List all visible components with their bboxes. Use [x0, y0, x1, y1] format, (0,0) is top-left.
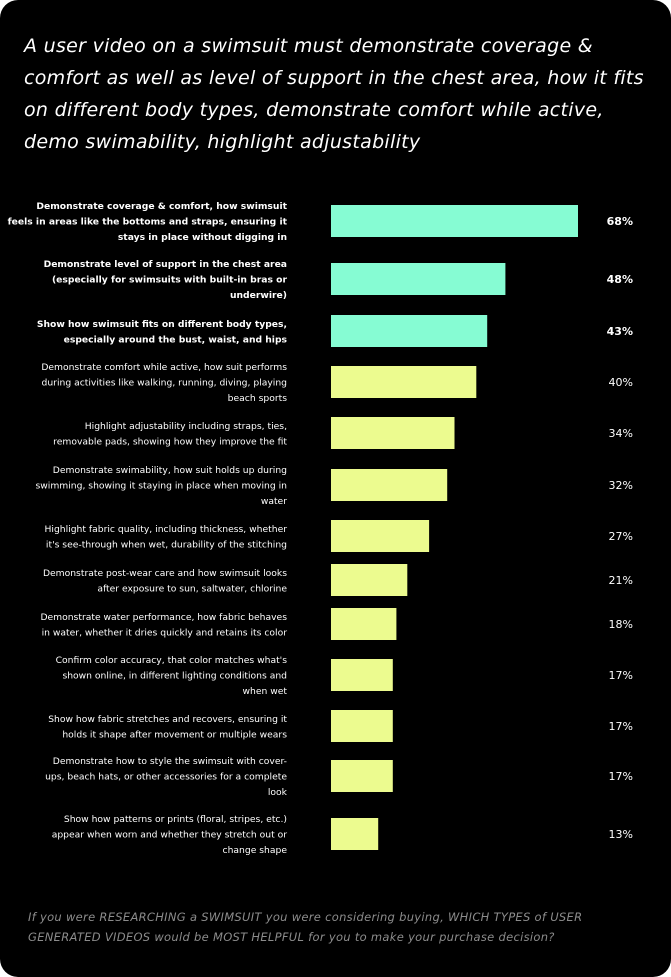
category-label-line: Highlight fabric quality, including thic…	[44, 524, 287, 535]
bar-row: Show how swimsuit fits on different body…	[37, 315, 633, 347]
bar-row: Demonstrate comfort while active, how su…	[41, 362, 633, 404]
category-label-line: stays in place without digging in	[118, 232, 287, 243]
bar	[331, 205, 578, 237]
value-label: 27%	[609, 530, 633, 543]
bar-row: Demonstrate post-wear care and how swims…	[43, 564, 633, 596]
bar-row: Demonstrate water performance, how fabri…	[40, 608, 633, 640]
bar	[331, 659, 393, 691]
category-label-line: holds it shape after movement or multipl…	[62, 729, 287, 740]
bar	[331, 564, 408, 596]
category-label-line: shown online, in different lighting cond…	[62, 671, 287, 682]
bar	[331, 760, 393, 792]
category-label: Show how fabric stretches and recovers, …	[48, 714, 287, 741]
category-label-line: Demonstrate post-wear care and how swims…	[43, 568, 287, 579]
category-label: Demonstrate post-wear care and how swims…	[43, 568, 287, 595]
category-label: Demonstrate coverage & comfort, how swim…	[8, 201, 288, 243]
bar	[331, 417, 455, 449]
bar-row: Demonstrate how to style the swimsuit wi…	[45, 756, 633, 798]
bar	[331, 263, 506, 295]
bar	[331, 520, 430, 552]
category-label: Demonstrate level of support in the ches…	[44, 259, 288, 301]
category-label-line: Show how patterns or prints (floral, str…	[64, 814, 287, 825]
bar	[331, 366, 477, 398]
value-label: 17%	[609, 720, 633, 733]
bar-row: Demonstrate coverage & comfort, how swim…	[8, 201, 633, 243]
category-label-line: Demonstrate coverage & comfort, how swim…	[36, 201, 287, 212]
category-label-line: Demonstrate comfort while active, how su…	[41, 362, 287, 373]
value-label: 32%	[609, 479, 633, 492]
category-label-line: underwire)	[230, 290, 287, 301]
bar	[331, 608, 397, 640]
category-label: Highlight adjustability including straps…	[53, 421, 287, 448]
category-label-line: Show how swimsuit fits on different body…	[37, 319, 287, 330]
bar-row: Show how patterns or prints (floral, str…	[52, 814, 633, 856]
bar-row: Show how fabric stretches and recovers, …	[48, 710, 633, 742]
bar-row: Demonstrate level of support in the ches…	[44, 259, 633, 301]
category-label: Demonstrate how to style the swimsuit wi…	[45, 756, 288, 798]
value-label: 68%	[607, 215, 633, 228]
value-label: 18%	[609, 618, 633, 631]
category-label-line: Highlight adjustability including straps…	[85, 421, 287, 432]
category-label-line: after exposure to sun, saltwater, chlori…	[97, 583, 287, 594]
category-label-line: swimming, showing it staying in place wh…	[35, 481, 287, 492]
category-label-line: ups, beach hats, or other accessories fo…	[45, 772, 287, 783]
category-label: Confirm color accuracy, that color match…	[56, 655, 288, 697]
value-label: 40%	[609, 376, 633, 389]
value-label: 34%	[609, 427, 633, 440]
category-label-line: appear when worn and whether they stretc…	[52, 830, 288, 841]
bar-row: Highlight fabric quality, including thic…	[44, 520, 633, 552]
bar-row: Highlight adjustability including straps…	[53, 417, 633, 449]
value-label: 21%	[609, 574, 633, 587]
category-label: Demonstrate water performance, how fabri…	[40, 612, 287, 639]
category-label: Highlight fabric quality, including thic…	[44, 524, 287, 551]
value-label: 13%	[609, 828, 633, 841]
category-label-line: Demonstrate level of support in the ches…	[44, 259, 287, 270]
category-label-line: (especially for swimsuits with built-in …	[52, 275, 287, 286]
bar	[331, 315, 488, 347]
category-label-line: Demonstrate how to style the swimsuit wi…	[53, 756, 287, 767]
value-label: 17%	[609, 669, 633, 682]
category-label-line: Demonstrate swimability, how suit holds …	[53, 465, 287, 476]
value-label: 43%	[607, 325, 633, 338]
category-label: Show how swimsuit fits on different body…	[37, 319, 288, 346]
survey-question: If you were RESEARCHING a SWIMSUIT you w…	[28, 910, 583, 944]
bar	[331, 710, 393, 742]
category-label: Show how patterns or prints (floral, str…	[52, 814, 288, 856]
bar	[331, 469, 448, 501]
category-label-line: in water, whether it dries quickly and r…	[42, 627, 288, 638]
bar-row: Confirm color accuracy, that color match…	[56, 655, 633, 697]
bar	[331, 818, 379, 850]
category-label-line: look	[268, 787, 288, 798]
category-label-line: Confirm color accuracy, that color match…	[56, 655, 288, 666]
category-label: Demonstrate comfort while active, how su…	[41, 362, 287, 404]
value-label: 17%	[609, 770, 633, 783]
category-label-line: when wet	[242, 686, 287, 697]
category-label-line: water	[261, 496, 287, 507]
category-label-line: Demonstrate water performance, how fabri…	[40, 612, 287, 623]
headline: A user video on a swimsuit must demonstr…	[24, 35, 644, 153]
category-label-line: beach sports	[228, 393, 288, 404]
category-label: Demonstrate swimability, how suit holds …	[35, 465, 287, 507]
category-label-line: change shape	[223, 845, 288, 856]
category-label-line: it's see-through when wet, durability of…	[46, 539, 287, 550]
category-label-line: especially around the bust, waist, and h…	[64, 334, 288, 345]
category-label-line: removable pads, showing how they improve…	[53, 436, 287, 447]
value-label: 48%	[607, 273, 633, 286]
category-label-line: during activities like walking, running,…	[42, 378, 287, 389]
bar-row: Demonstrate swimability, how suit holds …	[35, 465, 633, 507]
category-label-line: feels in areas like the bottoms and stra…	[8, 217, 288, 228]
category-label-line: Show how fabric stretches and recovers, …	[48, 714, 287, 725]
